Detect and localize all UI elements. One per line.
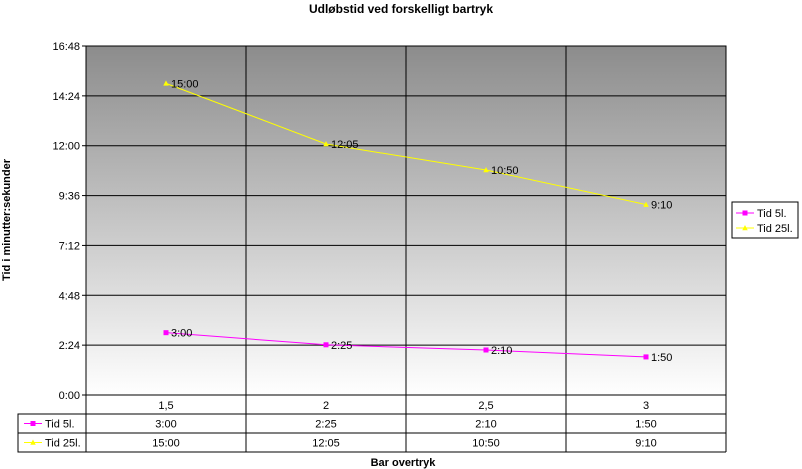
data-label: 1:50 [651, 352, 672, 364]
data-label: 12:05 [331, 139, 359, 151]
y-axis-title: Tid i minutter:sekunder [1, 158, 13, 281]
data-label: 2:10 [491, 345, 512, 357]
data-point [163, 330, 169, 336]
table-series-name: Tid 25l. [45, 438, 81, 450]
data-point [30, 421, 36, 426]
y-axis-ticks: 0:00 2:24 4:48 7:12 9:36 12:00 14:24 16:48 [52, 41, 86, 402]
y-tick-label: 14:24 [52, 91, 80, 103]
gridlines [86, 46, 726, 395]
data-point [742, 225, 748, 231]
table-cell-value: 2:10 [475, 419, 496, 431]
legend-entry: Tid 5l. [757, 208, 787, 220]
y-tick-label: 0:00 [59, 390, 80, 402]
x-tick-label: 2,5 [478, 400, 493, 412]
y-tick-label: 7:12 [59, 240, 80, 252]
data-label: 9:10 [651, 200, 672, 212]
y-tick-label: 9:36 [59, 191, 80, 203]
data-point [163, 80, 169, 86]
series-layer: 3:00 2:25 2:10 1:50 15:00 12:05 10:50 9:10 [163, 78, 672, 364]
y-tick-label: 16:48 [52, 41, 80, 53]
data-point [742, 210, 748, 216]
table-cell-value: 10:50 [472, 438, 500, 450]
data-point [643, 201, 649, 207]
legend-box [731, 201, 799, 239]
y-tick-label: 12:00 [52, 141, 80, 153]
data-point [30, 439, 36, 445]
data-point [323, 342, 329, 348]
data-point [483, 166, 489, 173]
legend-entry: Tid 25l. [757, 223, 793, 235]
data-label: 15:00 [171, 78, 199, 90]
legend: Tid 5l. Tid 25l. [731, 201, 799, 239]
table-cell-value: 9:10 [635, 438, 656, 450]
y-tick-label: 4:48 [59, 290, 80, 302]
table-cell-value: 12:05 [312, 438, 340, 450]
table-cell-value: 3:00 [155, 419, 176, 431]
data-label: 3:00 [171, 328, 192, 340]
data-table: 1,5 2 2,5 3 Tid 5l. 3:00 2:25 2:10 1:50 Tid 25l. 1… [17, 394, 727, 453]
x-axis-title: Bar overtryk [371, 457, 437, 469]
chart-title: Udløbstid ved forskelligt bartryk [309, 2, 493, 16]
x-tick-label: 1,5 [158, 400, 173, 412]
data-point [483, 347, 489, 353]
data-label: 10:50 [491, 165, 519, 177]
table-cell-value: 15:00 [152, 438, 180, 450]
table-series-name: Tid 5l. [45, 419, 75, 431]
series-line [165, 82, 647, 206]
data-label: 2:25 [331, 340, 352, 352]
data-point [323, 140, 329, 147]
table-cell-value: 2:25 [315, 419, 336, 431]
series-line [165, 332, 647, 358]
x-tick-label: 2 [323, 400, 329, 412]
y-tick-label: 2:24 [59, 340, 80, 352]
x-tick-label: 3 [643, 400, 649, 412]
table-cell-value: 1:50 [635, 419, 656, 431]
data-point [643, 354, 649, 360]
